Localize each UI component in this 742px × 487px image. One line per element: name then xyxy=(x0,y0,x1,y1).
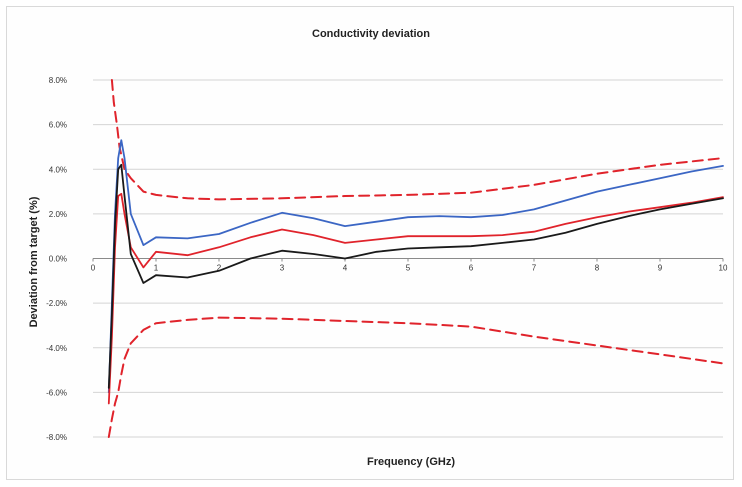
y-tick-label: 0.0% xyxy=(49,255,67,264)
series-line-1 xyxy=(110,79,724,201)
y-tick-label: -4.0% xyxy=(46,344,67,353)
y-tick-label: -6.0% xyxy=(46,388,67,397)
x-tick-label: 7 xyxy=(532,264,537,273)
x-tick-label: 5 xyxy=(406,264,411,273)
chart-title: Conductivity deviation xyxy=(312,28,430,40)
x-tick-label: 9 xyxy=(658,264,663,273)
series-line-2 xyxy=(107,316,724,438)
x-tick-label: 2 xyxy=(217,264,222,273)
x-tick-label: 1 xyxy=(154,264,159,273)
y-tick-label: 6.0% xyxy=(49,121,67,130)
x-tick-label: 8 xyxy=(595,264,600,273)
y-tick-label: 8.0% xyxy=(49,76,67,85)
y-tick-label: 2.0% xyxy=(49,210,67,219)
chart-frame xyxy=(6,6,734,480)
series-line-5 xyxy=(107,163,724,389)
x-tick-label: 0 xyxy=(91,264,96,273)
y-tick-label: -8.0% xyxy=(46,433,67,442)
y-tick-label: -2.0% xyxy=(46,299,67,308)
x-tick-label: 3 xyxy=(280,264,285,273)
y-tick-label: 4.0% xyxy=(49,165,67,174)
x-axis-title: Frequency (GHz) xyxy=(366,456,455,468)
x-tick-label: 10 xyxy=(719,264,728,273)
series-line-4 xyxy=(107,192,724,405)
y-axis-title: Deviation from target (%) xyxy=(28,196,40,328)
series-line-3 xyxy=(107,139,724,394)
x-tick-label: 6 xyxy=(469,264,474,273)
x-tick-label: 4 xyxy=(343,264,348,273)
